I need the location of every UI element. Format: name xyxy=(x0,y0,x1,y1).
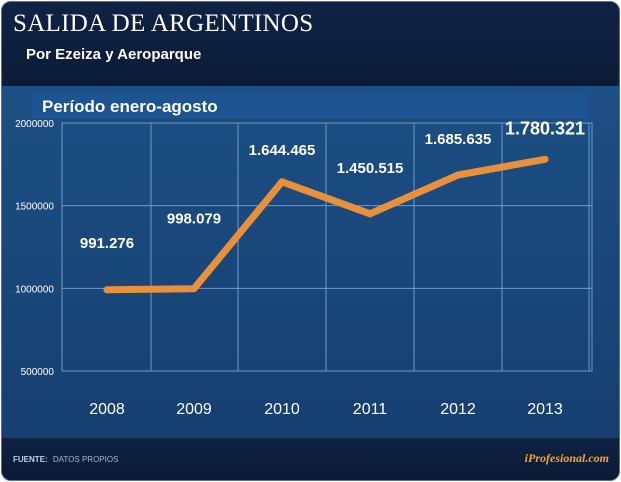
data-label: 1.685.635 xyxy=(425,131,492,148)
data-labels: 991.276 998.079 1.644.465 1.450.515 1.685.63… xyxy=(80,118,585,251)
data-label: 991.276 xyxy=(80,235,134,252)
series-line-group xyxy=(103,155,549,294)
period-band xyxy=(32,93,589,118)
data-label: 1.780.321 xyxy=(505,118,585,138)
x-axis: 2008 2009 2010 2011 2012 2013 xyxy=(89,401,563,418)
period-label: Período enero-agosto xyxy=(42,97,218,116)
chart-footer: FUENTE: DATOS PROPIOS iProfesional.com xyxy=(2,438,619,480)
data-label: 1.644.465 xyxy=(249,142,316,159)
chart-title: SALIDA DE ARGENTINOS xyxy=(13,10,314,37)
y-tick-label: 500000 xyxy=(21,367,55,378)
chart-header: SALIDA DE ARGENTINOS Por Ezeiza y Aeropa… xyxy=(2,2,619,86)
chart-panel xyxy=(2,86,619,438)
data-point xyxy=(366,210,374,218)
x-tick-label: 2012 xyxy=(440,401,476,418)
source-note: FUENTE: DATOS PROPIOS xyxy=(13,455,118,464)
brand-logo[interactable]: iProfesional.com xyxy=(524,451,609,465)
x-tick-label: 2009 xyxy=(176,401,212,418)
x-tick-label: 2010 xyxy=(264,401,300,418)
plot-border xyxy=(61,122,593,372)
data-point xyxy=(541,155,549,163)
source-text: DATOS PROPIOS xyxy=(52,455,119,464)
y-tick-label: 1500000 xyxy=(15,202,54,213)
data-point xyxy=(278,178,286,186)
x-tick-label: 2008 xyxy=(89,401,125,418)
x-tick-label: 2013 xyxy=(527,401,563,418)
x-tick-label: 2011 xyxy=(353,401,388,418)
data-label: 1.450.515 xyxy=(337,160,404,177)
data-point xyxy=(454,171,462,179)
gridlines xyxy=(61,122,593,372)
data-point xyxy=(103,286,111,294)
y-axis: 500000 1000000 1500000 2000000 xyxy=(15,119,54,378)
series-line xyxy=(103,155,549,294)
data-point xyxy=(190,285,198,293)
y-tick-label: 1000000 xyxy=(15,284,54,295)
chart-subtitle: Por Ezeiza y Aeroparque xyxy=(26,46,202,63)
y-tick-label: 2000000 xyxy=(15,119,54,130)
data-label: 998.079 xyxy=(167,211,221,228)
source-label: FUENTE: xyxy=(13,455,48,464)
